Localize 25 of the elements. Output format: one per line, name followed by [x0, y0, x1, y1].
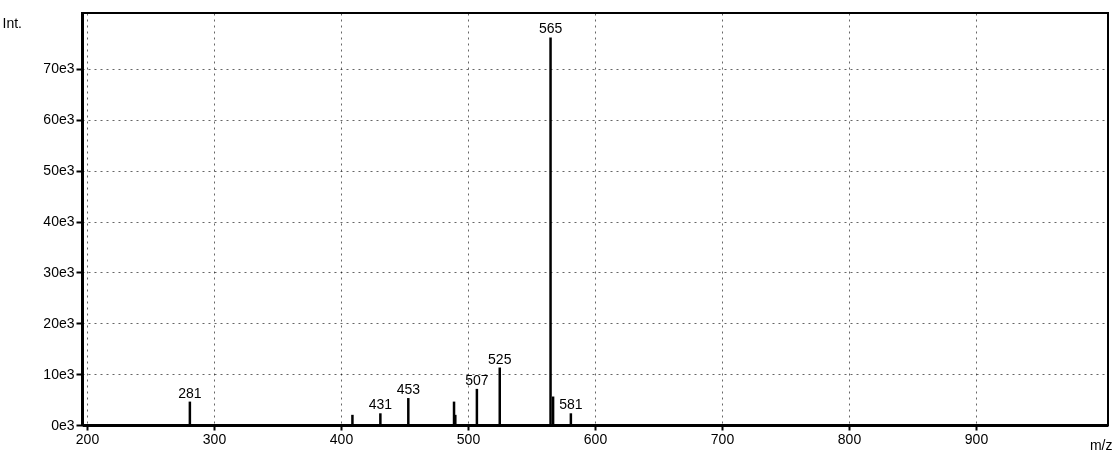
x-tick-label: 700 [710, 430, 735, 447]
x-tick-label: 600 [583, 430, 608, 447]
annotation: 565 [538, 20, 563, 37]
y-tick-label: 70e3 [43, 60, 75, 77]
x-tick-label: 800 [837, 430, 862, 447]
annotation: 453 [396, 381, 421, 398]
x-tick-label: 300 [202, 430, 227, 447]
annotation: 281 [178, 384, 202, 401]
y-tick-label: 40e3 [43, 213, 75, 230]
x-tick-label: 500 [456, 430, 481, 447]
x-tick-label: 400 [329, 430, 354, 447]
y-axis-title: Int. [2, 14, 22, 31]
x-tick-label: 200 [75, 430, 100, 447]
y-tick-label: 30e3 [43, 263, 75, 280]
x-axis-title: m/z [1089, 436, 1113, 453]
y-tick-label: 10e3 [43, 365, 75, 382]
y-tick-label: 20e3 [43, 314, 75, 331]
y-tick-label: 0e3 [51, 416, 75, 433]
y-tick-label: 60e3 [43, 111, 75, 128]
annotation: 581 [559, 396, 583, 413]
y-tick-label: 50e3 [43, 162, 75, 179]
x-tick-label: 900 [964, 430, 989, 447]
annotation: 431 [368, 396, 393, 413]
annotation: 507 [465, 371, 489, 388]
annotation: 525 [488, 350, 512, 367]
